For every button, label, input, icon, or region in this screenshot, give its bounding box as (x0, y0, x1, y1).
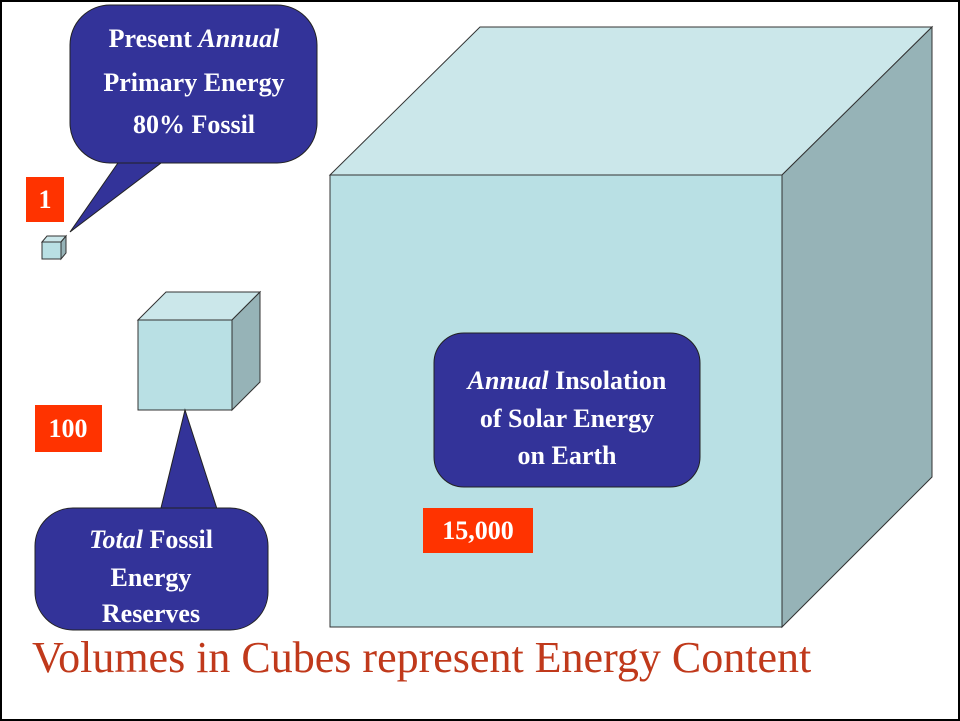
callout-line: Energy (111, 563, 192, 592)
text-segment: Insolation (555, 366, 667, 395)
callout-line: on Earth (518, 441, 618, 470)
caption: Volumes in Cubes represent Energy Conten… (32, 633, 811, 682)
label: 15,000 (442, 516, 514, 545)
callout-annual-energy: Present Annual Primary Energy 80% Fossil (69, 4, 318, 233)
callout-line: Present Annual (109, 24, 281, 53)
callout-line: 80% Fossil (133, 110, 255, 139)
callout-solar: Annual Insolation of Solar Energy on Ear… (433, 332, 701, 488)
label: 1 (39, 185, 52, 214)
label: 100 (49, 414, 88, 443)
callout-fossil-reserves: Total Fossil Energy Reserves (34, 408, 269, 631)
text-segment: Fossil (149, 525, 213, 554)
callout-line: Total Fossil (89, 525, 213, 554)
callout-line: Reserves (102, 599, 200, 628)
text-segment: Total (89, 525, 144, 554)
callout-line: Primary Energy (103, 68, 284, 97)
text-segment: Annual (466, 366, 550, 395)
callout-line: of Solar Energy (480, 404, 654, 433)
label-box (35, 405, 102, 452)
small-cube (40, 234, 68, 261)
text-segment: Present (109, 24, 193, 53)
label-box (26, 177, 64, 222)
medium-cube (136, 290, 262, 412)
label-box (423, 508, 533, 553)
large-cube (328, 25, 934, 629)
text-segment: Annual (196, 24, 280, 53)
callout-line: Annual Insolation (466, 366, 667, 395)
